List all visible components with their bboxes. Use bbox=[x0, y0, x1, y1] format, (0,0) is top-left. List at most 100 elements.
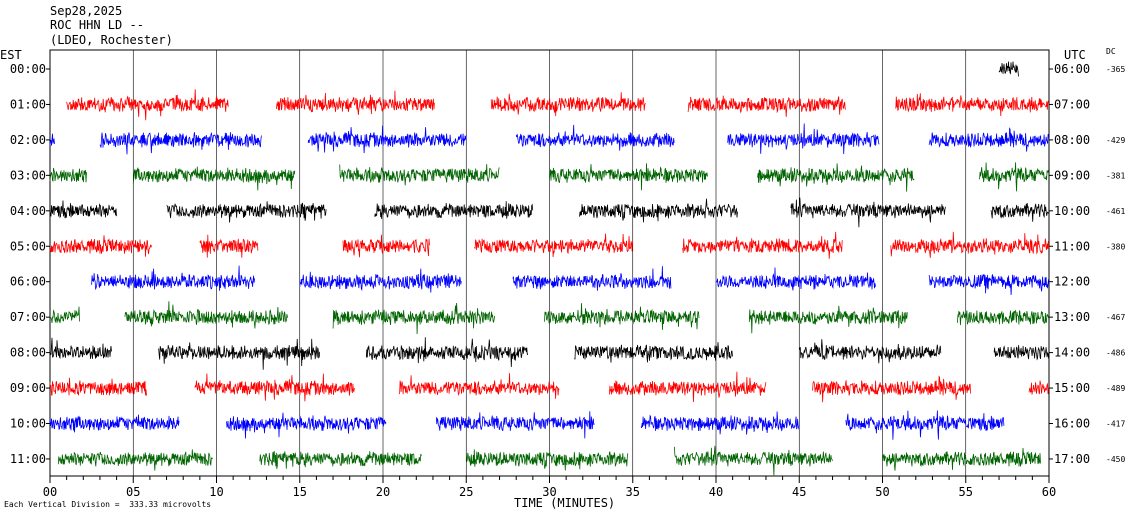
est-hour-label: 08:00 bbox=[10, 346, 46, 360]
seismic-trace-segment bbox=[990, 203, 1049, 222]
dc-value: -467 bbox=[1106, 313, 1125, 322]
seismic-trace-segment bbox=[66, 89, 229, 121]
seismic-trace-segment bbox=[99, 131, 262, 155]
dc-value: -381 bbox=[1106, 171, 1125, 180]
x-tick-label: 15 bbox=[293, 485, 307, 499]
seismic-trace-segment bbox=[579, 198, 738, 223]
seismic-trace-segment bbox=[399, 373, 560, 399]
seismic-trace-segment bbox=[339, 164, 500, 186]
seismic-trace-segment bbox=[166, 201, 327, 223]
seismic-trace-segment bbox=[49, 377, 147, 396]
x-tick-label: 30 bbox=[542, 485, 556, 499]
seismic-trace-segment bbox=[798, 339, 942, 364]
seismic-trace-segment bbox=[1028, 380, 1049, 395]
x-tick-label: 35 bbox=[626, 485, 640, 499]
network-title: (LDEO, Rochester) bbox=[50, 33, 173, 47]
seismic-trace-segment bbox=[748, 305, 908, 334]
seismic-trace-segment bbox=[490, 92, 646, 117]
utc-hour-label: 15:00 bbox=[1054, 381, 1090, 395]
dc-value: -429 bbox=[1106, 136, 1125, 145]
seismic-trace-segment bbox=[895, 93, 1050, 117]
seismic-trace-segment bbox=[640, 411, 800, 435]
dc-value: -489 bbox=[1106, 384, 1125, 393]
seismic-trace-segment bbox=[435, 411, 595, 439]
est-hour-label: 03:00 bbox=[10, 168, 46, 182]
utc-hour-label: 12:00 bbox=[1054, 275, 1090, 289]
seismic-trace-segment bbox=[342, 234, 430, 258]
seismic-trace-segment bbox=[465, 449, 629, 471]
seismic-trace-segment bbox=[515, 124, 675, 151]
seismic-trace-segment bbox=[549, 163, 708, 191]
seismic-trace-segment bbox=[512, 266, 672, 291]
x-tick-label: 05 bbox=[126, 485, 140, 499]
x-tick-label: 00 bbox=[43, 485, 57, 499]
utc-axis-title: UTC bbox=[1064, 48, 1086, 62]
est-hour-label: 02:00 bbox=[10, 133, 46, 147]
utc-hour-label: 13:00 bbox=[1054, 310, 1090, 324]
x-tick-label: 20 bbox=[376, 485, 390, 499]
dc-value: -380 bbox=[1106, 242, 1125, 251]
seismic-trace-segment bbox=[727, 123, 880, 155]
seismic-trace-segment bbox=[682, 231, 843, 259]
seismic-trace-segment bbox=[687, 95, 847, 117]
seismic-trace-segment bbox=[332, 302, 495, 335]
est-axis-title: EST bbox=[0, 48, 22, 62]
seismic-trace-segment bbox=[715, 267, 876, 291]
seismic-trace-segment bbox=[49, 414, 180, 433]
utc-hour-label: 16:00 bbox=[1054, 417, 1090, 431]
seismic-trace-segment bbox=[790, 197, 946, 228]
est-hour-label: 05:00 bbox=[10, 239, 46, 253]
seismic-trace-segment bbox=[978, 162, 1049, 192]
est-hour-label: 06:00 bbox=[10, 275, 46, 289]
seismic-trace-segment bbox=[132, 166, 296, 191]
scale-note: Each Vertical Division = 333.33 microvol… bbox=[4, 500, 212, 509]
seismic-trace-segment bbox=[91, 265, 255, 291]
utc-hour-label: 11:00 bbox=[1054, 239, 1090, 253]
seismic-trace-segment bbox=[199, 234, 259, 258]
seismic-trace-segment bbox=[276, 90, 435, 115]
seismic-trace-segment bbox=[609, 371, 767, 403]
seismic-trace-segment bbox=[49, 235, 152, 257]
seismic-trace-segment bbox=[57, 449, 214, 471]
x-tick-label: 25 bbox=[459, 485, 473, 499]
seismic-trace-segment bbox=[957, 309, 1050, 326]
est-hour-label: 01:00 bbox=[10, 97, 46, 111]
x-tick-label: 45 bbox=[792, 485, 806, 499]
date-title: Sep28,2025 bbox=[50, 4, 123, 18]
seismic-trace-segment bbox=[49, 306, 80, 324]
seismic-trace-segment bbox=[890, 231, 1050, 258]
dc-value: -417 bbox=[1106, 420, 1125, 429]
seismic-trace-segment bbox=[812, 375, 971, 403]
est-hour-label: 04:00 bbox=[10, 204, 46, 218]
est-hour-label: 10:00 bbox=[10, 417, 46, 431]
seismic-trace-segment bbox=[307, 125, 467, 154]
utc-hour-label: 09:00 bbox=[1054, 168, 1090, 182]
x-tick-label: 10 bbox=[209, 485, 223, 499]
seismic-trace-segment bbox=[544, 303, 700, 330]
seismic-trace-segment bbox=[674, 445, 833, 476]
x-tick-label: 40 bbox=[709, 485, 723, 499]
seismic-trace-segment bbox=[374, 201, 534, 220]
seismic-trace-segment bbox=[365, 337, 529, 368]
seismic-trace-segment bbox=[882, 447, 1041, 471]
seismic-trace-segment bbox=[998, 61, 1019, 77]
seismic-trace-segment bbox=[226, 412, 387, 439]
utc-hour-label: 14:00 bbox=[1054, 346, 1090, 360]
utc-hour-label: 08:00 bbox=[1054, 133, 1090, 147]
seismic-trace-segment bbox=[993, 345, 1049, 361]
utc-hour-label: 10:00 bbox=[1054, 204, 1090, 218]
seismic-trace-segment bbox=[299, 268, 462, 293]
seismic-trace-segment bbox=[757, 163, 915, 192]
seismic-trace-segment bbox=[574, 342, 733, 363]
seismic-trace-segment bbox=[194, 373, 355, 402]
est-hour-label: 07:00 bbox=[10, 310, 46, 324]
seismic-trace-segment bbox=[474, 233, 633, 258]
seismic-trace-segment bbox=[158, 338, 321, 370]
seismic-trace-segment bbox=[928, 127, 1049, 152]
utc-hour-label: 17:00 bbox=[1054, 452, 1090, 466]
utc-hour-label: 06:00 bbox=[1054, 62, 1090, 76]
seismic-trace-segment bbox=[928, 274, 1049, 296]
dc-value: -365 bbox=[1106, 65, 1125, 74]
seismic-trace-segment bbox=[259, 450, 422, 469]
